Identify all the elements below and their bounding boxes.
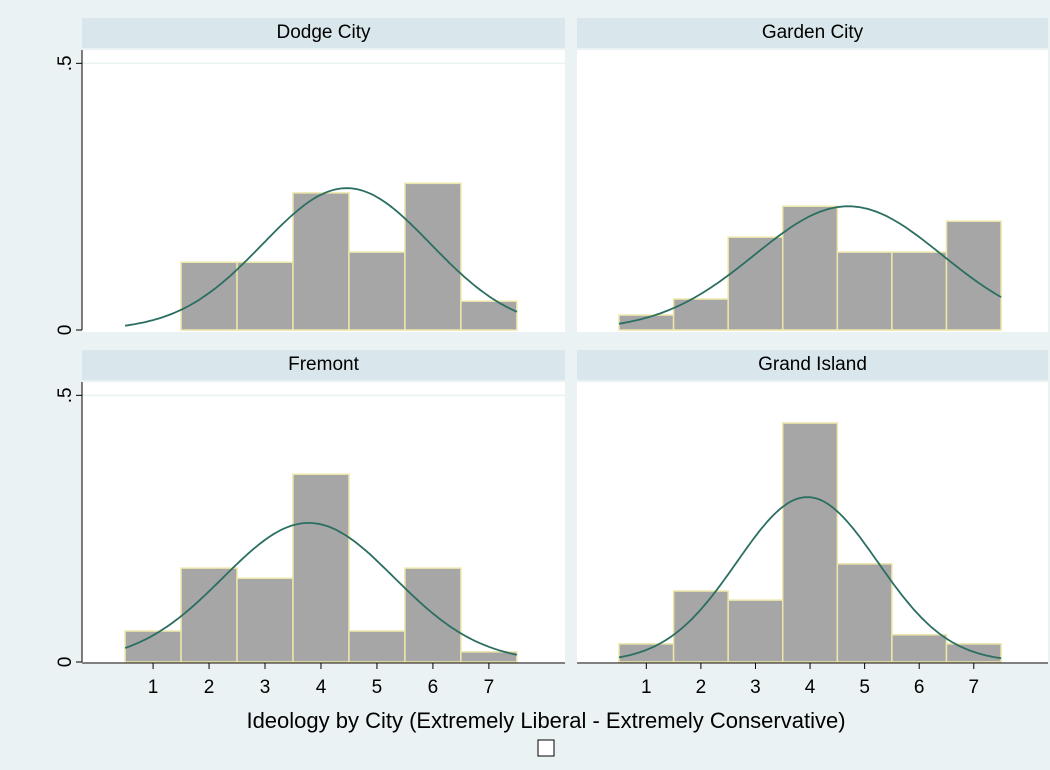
- x-tick-label: 7: [484, 677, 495, 698]
- x-tick-label: 4: [805, 677, 816, 698]
- x-tick-label: 3: [260, 677, 271, 698]
- bar: [292, 473, 350, 663]
- panel-title: Grand Island: [758, 354, 867, 375]
- y-tick-label: 0: [55, 657, 76, 668]
- bar: [236, 577, 294, 663]
- x-tick-label: 3: [750, 677, 761, 698]
- normal-curve: [618, 205, 1002, 325]
- bar: [180, 261, 238, 331]
- normal-curve: [124, 521, 518, 656]
- bar: [836, 563, 893, 663]
- x-tick-label: 5: [372, 677, 383, 698]
- bar: [836, 251, 893, 331]
- bar: [404, 567, 462, 663]
- x-tick-label: 7: [968, 677, 979, 698]
- panel-header: [577, 350, 1048, 380]
- panel-title: Fremont: [288, 354, 359, 375]
- x-tick-label: 6: [914, 677, 925, 698]
- panel-header: [82, 350, 565, 380]
- bar: [945, 643, 1002, 663]
- bar: [891, 634, 948, 663]
- bar: [782, 205, 839, 331]
- bar: [180, 567, 238, 663]
- x-axis-title: Ideology by City (Extremely Liberal - Ex…: [246, 708, 845, 733]
- bar: [460, 300, 518, 331]
- normal-curve: [124, 187, 518, 327]
- bar: [727, 599, 784, 663]
- bar: [727, 236, 784, 331]
- y-tick-label: .5: [55, 387, 76, 403]
- legend-box: [537, 739, 555, 757]
- bar: [404, 182, 462, 331]
- x-tick-label: 6: [428, 677, 439, 698]
- panel-title: Dodge City: [277, 22, 371, 43]
- x-tick-label: 2: [696, 677, 707, 698]
- bar: [782, 422, 839, 663]
- bar: [891, 251, 948, 331]
- bar: [348, 630, 406, 663]
- y-tick-label: .5: [55, 55, 76, 71]
- panel-header: [82, 18, 565, 48]
- y-tick-label: 0: [55, 325, 76, 336]
- bar: [292, 192, 350, 331]
- x-tick-label: 4: [316, 677, 327, 698]
- x-tick-label: 2: [204, 677, 215, 698]
- bar: [348, 251, 406, 331]
- x-tick-label: 1: [148, 677, 159, 698]
- normal-curve: [618, 496, 1002, 660]
- panel-header: [577, 18, 1048, 48]
- bar: [945, 220, 1002, 331]
- x-tick-label: 1: [641, 677, 652, 698]
- bar: [672, 590, 729, 663]
- bar: [236, 261, 294, 331]
- x-tick-label: 5: [859, 677, 870, 698]
- bar: [618, 643, 675, 663]
- panel-title: Garden City: [762, 22, 864, 43]
- bar: [460, 651, 518, 663]
